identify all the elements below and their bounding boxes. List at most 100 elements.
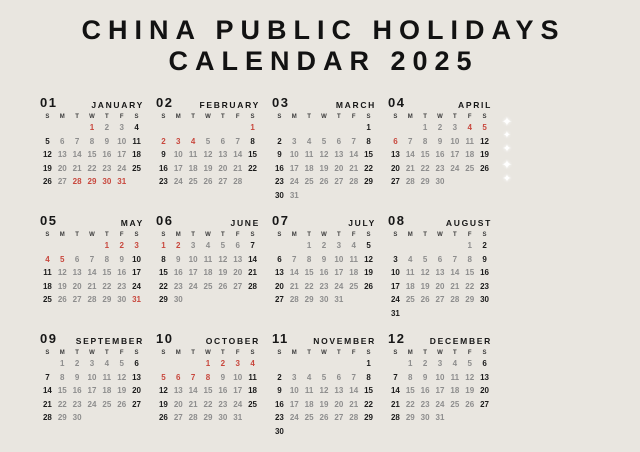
month-august: 08 AUGUST S M T W T F S 1 2 3 4 5 6 7 8 9 10 11 12 13 14 15 16 17… bbox=[388, 213, 492, 331]
month-number: 08 bbox=[388, 213, 406, 228]
day-cell: 30 bbox=[435, 177, 445, 187]
day-cell: 12 bbox=[218, 254, 228, 264]
month-number: 09 bbox=[40, 331, 58, 346]
day-cell: 19 bbox=[364, 268, 374, 278]
day-cell: 13 bbox=[390, 150, 400, 160]
weekday-header: F bbox=[351, 350, 356, 356]
days-grid: 1 2 3 4 5 6 7 8 9 10 11 12 13 14 15 16 17 18 19 20 21 22 23 24 2… bbox=[388, 357, 492, 425]
day-cell: 27 bbox=[390, 177, 400, 187]
day-cell: 30 bbox=[218, 413, 228, 423]
day-cell: 5 bbox=[366, 241, 371, 250]
day-cell: 29 bbox=[57, 413, 67, 423]
day-cell: 22 bbox=[57, 399, 67, 409]
weekday-header: T bbox=[453, 114, 457, 120]
day-cell: 12 bbox=[57, 268, 67, 278]
day-cell: 20 bbox=[57, 163, 67, 173]
weekday-header: T bbox=[191, 232, 195, 238]
day-cell: 15 bbox=[405, 386, 415, 396]
day-cell: 6 bbox=[235, 241, 240, 250]
weekday-header: F bbox=[467, 350, 472, 356]
sparkle-icon: ✦ bbox=[501, 114, 513, 129]
month-october: 10 OCTOBER S M T W T F S 1 2 3 4 5 6 7 8 9 10 11 12 13 14 15 16 1… bbox=[156, 331, 260, 449]
month-header: 03 MARCH bbox=[272, 95, 376, 110]
day-cell-holiday: 2 bbox=[220, 359, 226, 368]
day-cell: 18 bbox=[450, 386, 460, 396]
day-cell: 12 bbox=[480, 136, 490, 146]
day-cell: 8 bbox=[306, 254, 312, 264]
day-cell: 11 bbox=[188, 150, 198, 160]
day-cell: 19 bbox=[480, 150, 490, 160]
day-cell: 11 bbox=[465, 136, 474, 146]
day-cell: 13 bbox=[334, 150, 344, 160]
day-cell: 1 bbox=[306, 241, 312, 250]
day-cell: 2 bbox=[422, 359, 428, 368]
day-cell: 15 bbox=[102, 268, 112, 278]
weekday-header: F bbox=[351, 232, 356, 238]
day-cell: 30 bbox=[274, 190, 284, 200]
weekday-header: F bbox=[351, 114, 356, 120]
month-header: 09 SEPTEMBER bbox=[40, 331, 144, 346]
month-number: 11 bbox=[272, 331, 289, 346]
month-header: 08 AUGUST bbox=[388, 213, 492, 228]
day-cell: 17 bbox=[390, 281, 400, 291]
day-cell: 6 bbox=[482, 359, 487, 368]
day-cell: 8 bbox=[467, 254, 472, 264]
day-cell: 25 bbox=[203, 281, 213, 291]
day-cell: 19 bbox=[319, 399, 329, 409]
day-cell: 25 bbox=[188, 177, 198, 187]
day-cell: 25 bbox=[304, 177, 314, 187]
day-cell: 24 bbox=[289, 413, 299, 423]
month-number: 04 bbox=[388, 95, 406, 110]
day-cell: 1 bbox=[422, 123, 428, 132]
day-cell-holiday: 2 bbox=[119, 241, 124, 250]
weekday-header: S bbox=[277, 350, 282, 356]
sparkle-icon: ✦ bbox=[501, 157, 513, 172]
day-cell-empty bbox=[331, 357, 346, 371]
weekday-header: S bbox=[393, 232, 398, 238]
day-cell: 2 bbox=[277, 372, 282, 382]
day-cell: 15 bbox=[57, 386, 67, 396]
day-cell: 4 bbox=[306, 372, 312, 382]
day-cell: 16 bbox=[435, 150, 445, 160]
month-name: JULY bbox=[348, 218, 376, 228]
days-grid: 1 2 3 4 5 6 7 8 9 10 11 12 13 14 15 16 17 18 19 20 21 22 23 24 2… bbox=[388, 121, 492, 189]
day-cell: 4 bbox=[306, 136, 312, 146]
weekday-header: S bbox=[161, 232, 166, 238]
day-cell: 13 bbox=[72, 268, 82, 278]
weekday-header: S bbox=[482, 232, 487, 238]
day-cell-holiday: 31 bbox=[132, 295, 142, 305]
day-cell: 29 bbox=[405, 413, 415, 423]
day-cell: 19 bbox=[117, 386, 127, 396]
day-cell: 10 bbox=[132, 254, 142, 264]
day-cell: 1 bbox=[366, 123, 371, 132]
day-cell-holiday: 1 bbox=[104, 241, 110, 250]
day-cell-holiday: 4 bbox=[250, 359, 255, 368]
day-cell-holiday: 2 bbox=[161, 136, 166, 146]
day-cell: 23 bbox=[72, 399, 82, 409]
day-cell: 15 bbox=[420, 150, 430, 160]
days-grid: 1 2 3 4 5 6 7 8 9 10 11 12 13 14 15 16 17 18 19 20 21 22 23 24 2… bbox=[156, 121, 260, 189]
day-cell: 26 bbox=[364, 281, 374, 291]
day-cell: 29 bbox=[364, 177, 374, 187]
weekday-header: S bbox=[277, 114, 282, 120]
day-cell: 25 bbox=[248, 399, 258, 409]
day-cell: 29 bbox=[102, 295, 112, 305]
day-cell: 18 bbox=[405, 281, 415, 291]
weekday-header: F bbox=[467, 114, 472, 120]
weekday-header: T bbox=[423, 114, 427, 120]
calendar-page: CHINA PUBLIC HOLIDAYS CALENDAR 2025 01 JA… bbox=[0, 0, 640, 436]
day-cell: 5 bbox=[205, 136, 211, 146]
day-cell: 22 bbox=[203, 399, 213, 409]
weekday-header: S bbox=[161, 114, 166, 120]
weekday-header: S bbox=[134, 232, 139, 238]
day-cell: 28 bbox=[390, 413, 400, 423]
weekday-header: S bbox=[45, 350, 50, 356]
day-cell: 8 bbox=[366, 136, 371, 146]
day-cell: 29 bbox=[465, 295, 475, 305]
day-cell: 17 bbox=[132, 268, 142, 278]
weekday-header: T bbox=[423, 350, 427, 356]
day-cell-empty bbox=[287, 239, 302, 253]
